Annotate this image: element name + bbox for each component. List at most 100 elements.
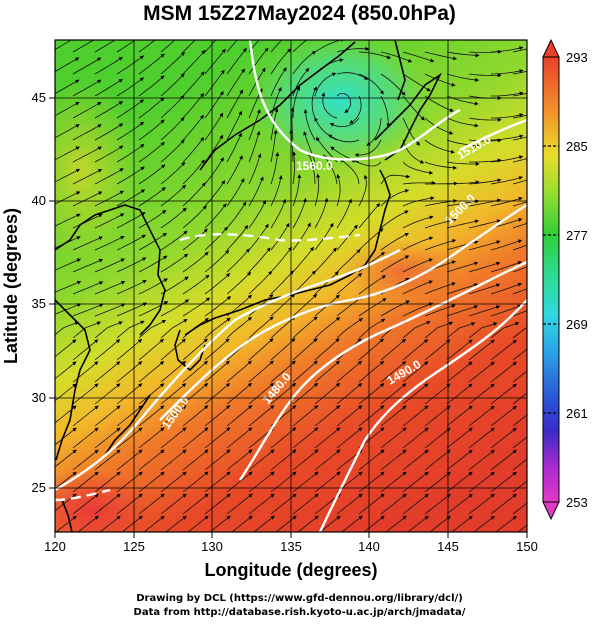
streamline [205,7,227,30]
streamline [350,159,382,167]
streamline [72,124,102,141]
streamline [292,222,311,251]
streamline [512,158,527,163]
streamline [557,257,585,272]
x-tick-label: 140 [358,539,380,554]
streamline [380,338,407,361]
streamline [226,201,247,229]
streamline [248,199,266,229]
streamline [160,276,189,295]
streamline [446,449,473,471]
streamline [380,427,407,449]
streamline [468,219,501,229]
streamline [491,24,522,30]
streamline [95,13,122,30]
streamline [160,253,189,273]
streamline [270,198,287,229]
streamline [297,515,319,532]
colorbar-gradient [542,56,560,503]
streamline [204,405,231,427]
streamline [94,281,126,295]
streamline [72,101,102,119]
streamline [72,213,103,229]
streamline [55,191,81,205]
streamline [248,247,271,273]
streamline [315,538,340,558]
streamline [557,516,582,536]
streamline [72,79,102,97]
streamline [402,73,431,92]
streamline [183,8,206,30]
streamline [160,139,185,163]
streamline [160,360,187,383]
streamline [359,28,391,30]
streamline [160,427,187,449]
streamline [275,515,297,532]
streamline [94,258,125,273]
streamline [182,405,209,427]
streamline [314,222,334,251]
streamline [204,48,226,75]
streamline [138,493,165,515]
streamline [94,40,116,53]
streamline [446,427,473,449]
streamline [116,99,145,119]
colorbar-min-triangle [542,501,560,521]
streamline [204,91,224,119]
streamline [424,405,451,427]
colorbar-max-triangle [542,38,560,58]
x-tick-label: 125 [123,539,145,554]
streamline [226,360,252,383]
streamline [182,297,211,317]
streamline [116,427,143,449]
streamline [204,273,231,295]
streamline [424,427,451,449]
streamline [94,236,125,251]
streamline [94,449,121,471]
streamline [490,321,520,339]
streamline [94,213,125,229]
streamline [535,516,560,536]
streamline [204,338,230,361]
streamline [182,71,205,97]
streamline [424,73,456,87]
streamline [446,405,473,427]
streamline [138,278,168,295]
streamline [429,515,451,532]
streamline [402,471,429,493]
colorbar-tick-label: 285 [566,139,588,154]
streamline [204,249,230,273]
streamline [55,515,77,532]
streamline [557,125,585,140]
streamline [512,458,527,471]
streamline [381,30,413,32]
streamline [446,305,479,317]
streamline [204,360,230,383]
streamline [314,427,341,449]
streamline [116,338,143,361]
streamline [402,320,431,339]
streamline [160,299,190,317]
streamline [468,322,498,339]
streamline [380,51,413,63]
streamline [292,293,318,317]
streamline [270,449,297,471]
streamline [160,161,186,185]
streamline [468,493,495,515]
contour-label: 1560.0 [296,159,333,173]
streamline [182,427,209,449]
streamline [226,449,253,471]
streamline [292,471,319,493]
streamline [424,117,454,135]
streamline [160,95,185,119]
streamline [226,40,238,53]
streamline [138,471,165,493]
streamline [358,471,385,493]
streamline [116,121,145,141]
streamline [424,218,457,229]
streamline [72,449,99,471]
streamline [292,427,319,449]
streamline [116,55,145,75]
streamline [336,272,363,295]
streamline [204,295,232,317]
